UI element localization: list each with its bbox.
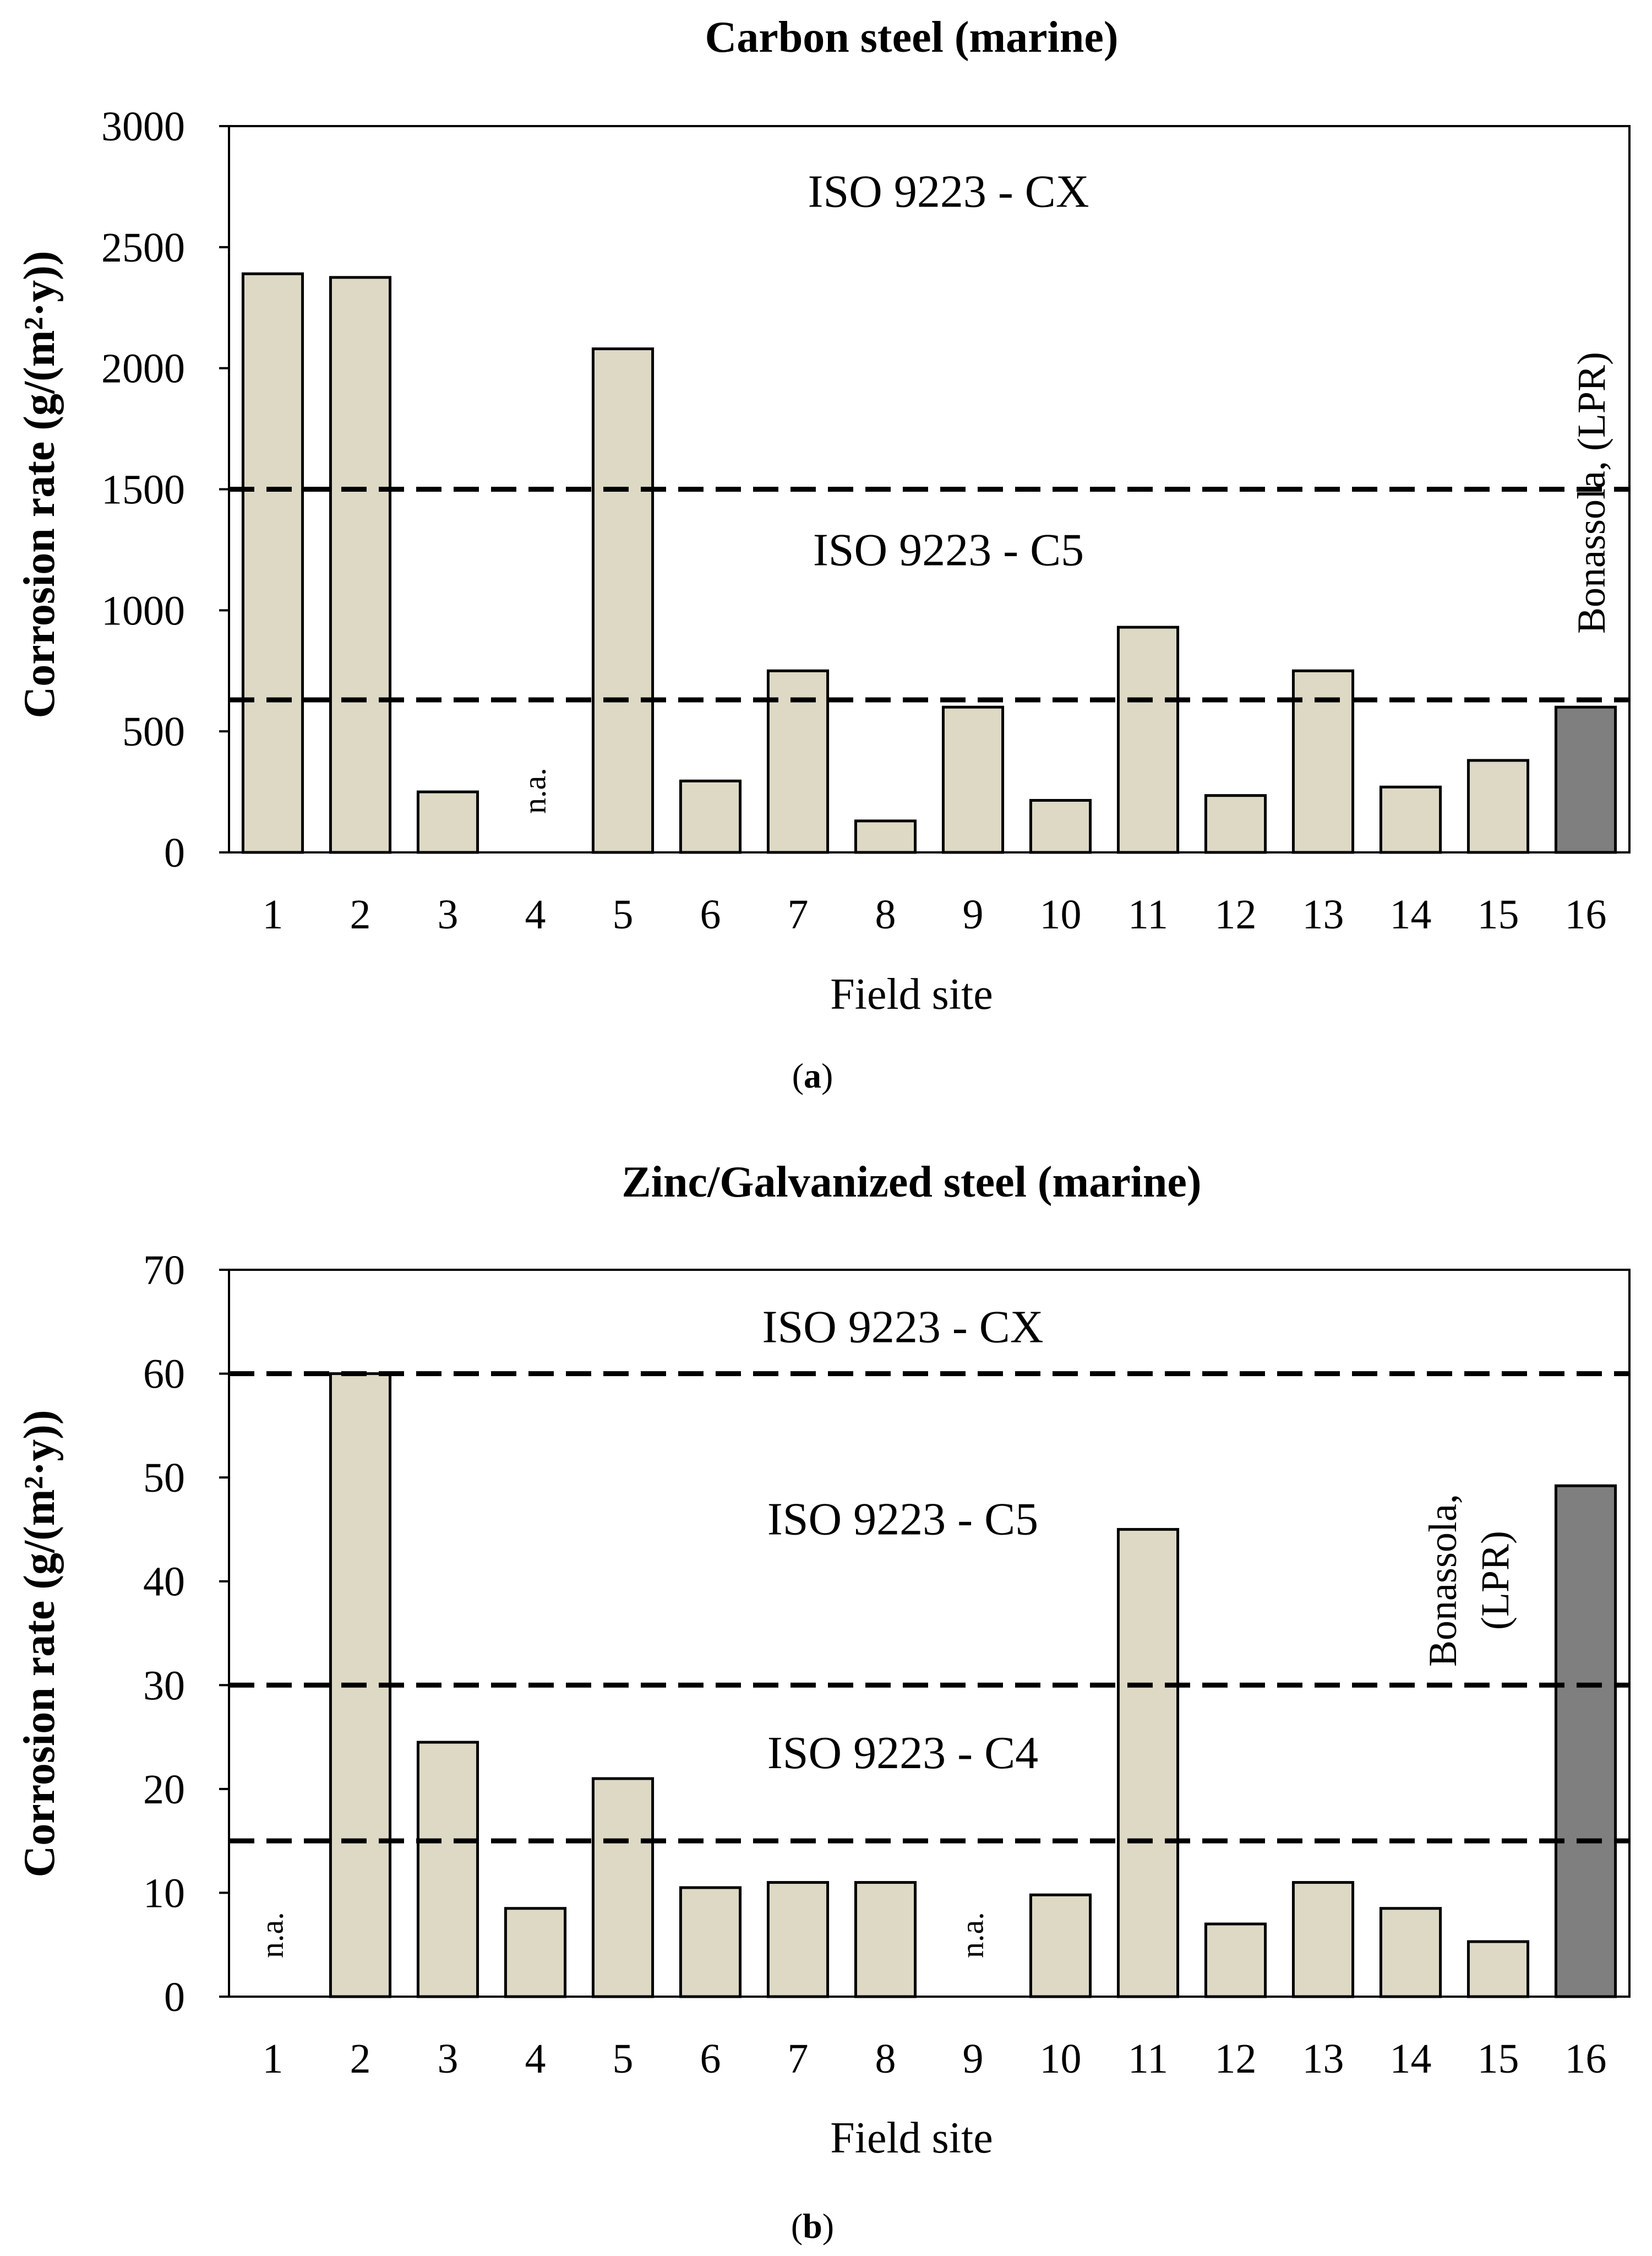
highlight-note: Bonassola, (LPR) — [1569, 352, 1613, 634]
na-label: n.a. — [254, 1912, 290, 1958]
y-tick-label: 70 — [143, 1247, 185, 1293]
x-tick-label: 11 — [1128, 2036, 1168, 2082]
x-tick-label: 5 — [613, 891, 634, 938]
x-axis-label: Field site — [830, 2114, 993, 2162]
x-tick-label: 13 — [1302, 891, 1344, 938]
y-tick-label: 500 — [122, 709, 185, 755]
bar — [1204, 1922, 1267, 1998]
x-tick-label: 9 — [963, 2036, 984, 2082]
y-tick-label: 0 — [164, 1974, 185, 2020]
x-tick-label: 16 — [1565, 891, 1607, 938]
chart-title: Zinc/Galvanized steel (marine) — [621, 1158, 1201, 1206]
x-tick-label: 12 — [1215, 891, 1257, 938]
chart-carbon-steel: Carbon steel (marine) Corrosion rate (g/… — [15, 13, 1631, 1095]
x-tick-label: 7 — [788, 2036, 809, 2082]
x-tick-label: 16 — [1565, 2036, 1607, 2082]
x-tick-label: 14 — [1390, 891, 1432, 938]
bar — [416, 1741, 479, 1998]
y-tick-label: 0 — [164, 830, 185, 876]
x-tick-label: 14 — [1390, 2036, 1432, 2082]
x-tick-label: 15 — [1477, 2036, 1519, 2082]
x-axis-label: Field site — [830, 970, 993, 1019]
y-tick-label: 40 — [143, 1559, 185, 1605]
x-tick-label: 5 — [613, 2036, 634, 2082]
y-axis-label: Corrosion rate (g/(m²·y)) — [15, 251, 64, 719]
bar — [329, 276, 392, 854]
chart-title: Carbon steel (marine) — [705, 13, 1119, 62]
bar — [1029, 798, 1092, 854]
x-tick-label: 10 — [1040, 2036, 1082, 2082]
bar — [1204, 794, 1267, 854]
bar — [1291, 1881, 1355, 1998]
zone-label: ISO 9223 - C5 — [767, 1494, 1038, 1545]
zone-label: ISO 9223 - CX — [808, 166, 1089, 218]
x-tick-label: 10 — [1040, 891, 1082, 938]
y-tick-label: 60 — [143, 1351, 185, 1398]
zone-label: ISO 9223 - CX — [762, 1302, 1043, 1353]
x-tick-label: 3 — [438, 2036, 459, 2082]
x-tick-label: 1 — [263, 2036, 283, 2082]
y-tick-label: 1000 — [101, 588, 185, 634]
bar — [854, 1881, 917, 1998]
x-tick-label: 1 — [263, 891, 283, 938]
x-tick-label: 7 — [788, 891, 809, 938]
bar — [1116, 626, 1180, 854]
bar — [1379, 785, 1442, 854]
x-tick-label: 12 — [1215, 2036, 1257, 2082]
y-tick-label: 1500 — [101, 467, 185, 513]
bar — [679, 1886, 742, 1998]
bar — [241, 272, 304, 854]
bar — [766, 1881, 830, 1998]
bar — [941, 705, 1005, 854]
bar — [591, 1777, 655, 1998]
x-tick-label: 6 — [700, 891, 721, 938]
y-tick-label: 30 — [143, 1662, 185, 1709]
bar — [591, 347, 655, 854]
panel-label: (a) — [792, 1056, 833, 1095]
bar — [854, 819, 917, 854]
bar — [416, 790, 479, 854]
x-tick-label: 9 — [963, 891, 984, 938]
x-tick-label: 8 — [875, 2036, 896, 2082]
bar — [1554, 1484, 1617, 1998]
panel-label: (b) — [791, 2206, 834, 2246]
x-tick-label: 15 — [1477, 891, 1519, 938]
bar — [1554, 705, 1617, 854]
y-tick-label: 3000 — [101, 104, 185, 150]
y-tick-label: 20 — [143, 1766, 185, 1813]
plot-frame — [228, 1269, 1631, 1998]
y-axis-label: Corrosion rate (g/(m²·y)) — [15, 1410, 64, 1878]
y-tick-label: 50 — [143, 1455, 185, 1501]
x-tick-label: 4 — [525, 2036, 546, 2082]
x-tick-label: 13 — [1302, 2036, 1344, 2082]
bar — [1029, 1893, 1092, 1998]
zone-label: ISO 9223 - C5 — [813, 524, 1084, 575]
y-tick-label: 2000 — [101, 346, 185, 392]
na-label: n.a. — [517, 768, 553, 814]
zone-label: ISO 9223 - C4 — [767, 1727, 1038, 1779]
x-tick-label: 11 — [1128, 891, 1168, 938]
bar — [1466, 1940, 1530, 1998]
x-tick-label: 2 — [350, 2036, 371, 2082]
highlight-note: Bonassola, — [1421, 1494, 1465, 1667]
chart-zinc-galvanized-steel: Zinc/Galvanized steel (marine) Corrosion… — [15, 1158, 1631, 2246]
bar — [1379, 1907, 1442, 1998]
x-tick-label: 2 — [350, 891, 371, 938]
x-tick-label: 8 — [875, 891, 896, 938]
y-tick-label: 2500 — [101, 225, 185, 271]
bar — [1116, 1527, 1180, 1998]
y-tick-label: 10 — [143, 1870, 185, 1916]
bar — [679, 779, 742, 854]
highlight-note: (LPR) — [1473, 1531, 1517, 1630]
bar — [504, 1907, 567, 1998]
x-tick-label: 6 — [700, 2036, 721, 2082]
bar — [1466, 759, 1530, 854]
x-tick-label: 3 — [438, 891, 459, 938]
na-label: n.a. — [955, 1912, 990, 1958]
x-tick-label: 4 — [525, 891, 546, 938]
